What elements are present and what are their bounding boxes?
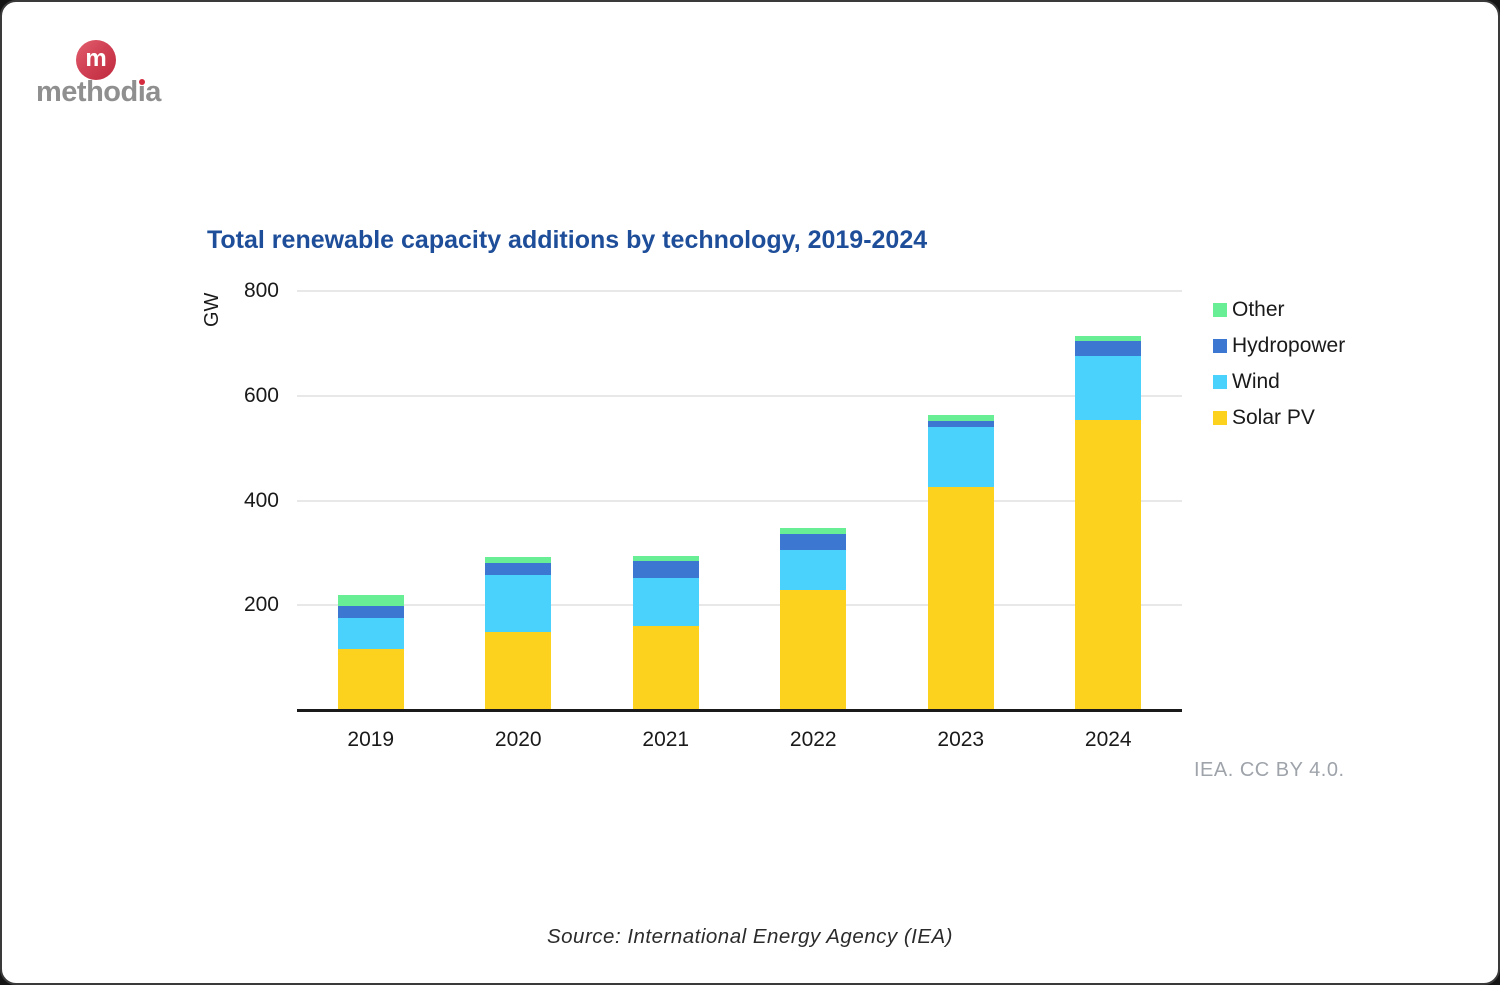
bar-segment-2020-solar-pv <box>485 631 552 710</box>
bar-segment-2021-other <box>632 555 699 561</box>
legend-swatch-solar-pv <box>1213 411 1227 425</box>
plot-area: 200 400 600 800 2019 2020 2021 2022 2023 2024 <box>244 279 1182 751</box>
bar-segment-2024-other <box>1075 336 1142 342</box>
bar-segment-2023-hydropower <box>927 420 994 427</box>
legend-label-other: Other <box>1232 298 1285 321</box>
legend-swatch-hydropower <box>1213 339 1227 353</box>
logo-i-dot <box>139 79 146 85</box>
stacked-bar-2024 <box>1075 336 1142 710</box>
bar-segment-2020-other <box>485 557 552 564</box>
legend-item-solar-pv: Solar PV <box>1213 406 1345 429</box>
stacked-bar-2020 <box>485 557 552 710</box>
logo-word-end: a <box>145 76 161 108</box>
legend-label-solar-pv: Solar PV <box>1232 406 1315 429</box>
bar-segment-2022-hydropower <box>780 533 847 550</box>
legend-label-wind: Wind <box>1232 370 1280 393</box>
y-tick-label-600: 600 <box>243 383 279 407</box>
source-text: Source: International Energy Agency (IEA… <box>546 925 954 948</box>
legend-swatch-other <box>1213 303 1227 317</box>
x-tick-label-2019: 2019 <box>347 728 395 751</box>
bar-segment-2020-hydropower <box>485 563 552 576</box>
methodia-logo-text: methodı a <box>36 76 166 109</box>
legend-item-hydropower: Hydropower <box>1213 334 1346 357</box>
methodia-logo: m methodı a <box>36 40 166 109</box>
gridline-800 <box>297 290 1182 292</box>
legend-swatch-wind <box>1213 375 1227 389</box>
x-tick-label-2024: 2024 <box>1084 728 1132 751</box>
stacked-bar-2023 <box>927 415 994 710</box>
bar-segment-2021-solar-pv <box>632 626 699 710</box>
attribution-text: IEA. CC BY 4.0. <box>1194 759 1345 781</box>
x-tick-label-2021: 2021 <box>642 728 690 751</box>
bar-segment-2023-solar-pv <box>927 486 994 710</box>
y-tick-label-800: 800 <box>243 279 279 302</box>
x-tick-label-2023: 2023 <box>937 728 985 751</box>
bar-segment-2019-wind <box>337 618 404 649</box>
bar-segment-2024-hydropower <box>1075 341 1142 357</box>
bar-segment-2019-other <box>337 595 404 607</box>
bar-segment-2019-hydropower <box>337 606 404 619</box>
gridline-600 <box>297 394 1182 397</box>
stacked-bar-2022 <box>780 528 847 710</box>
y-tick-label-400: 400 <box>243 488 279 512</box>
x-tick-label-2020: 2020 <box>494 728 542 751</box>
x-axis-line <box>297 709 1182 712</box>
bar-segment-2019-solar-pv <box>337 648 404 710</box>
bar-segment-2023-wind <box>927 426 994 487</box>
x-tick-label-2022: 2022 <box>789 728 837 751</box>
bar-segment-2021-hydropower <box>632 560 699 579</box>
gridline-400 <box>297 499 1182 502</box>
y-tick-label-200: 200 <box>243 593 279 617</box>
gridline-200 <box>297 604 1182 607</box>
logo-dotless-i: ı <box>137 76 146 108</box>
legend-item-other: Other <box>1213 298 1345 321</box>
bar-segment-2024-wind <box>1075 356 1142 421</box>
logo-letter-i: ı <box>138 76 146 109</box>
stacked-bar-2019 <box>337 595 404 710</box>
methodia-logo-icon: m <box>76 40 116 80</box>
stacked-bar-2021 <box>632 555 699 710</box>
bar-segment-2020-wind <box>485 575 552 632</box>
bar-segment-2021-wind <box>632 578 699 627</box>
legend: Other Hydropower Wind Solar PV <box>1213 298 1346 443</box>
bar-segment-2022-other <box>780 528 847 534</box>
bar-segment-2022-wind <box>780 549 847 590</box>
bar-segment-2023-other <box>927 415 994 421</box>
logo-word-start: method <box>36 76 138 108</box>
legend-item-wind: Wind <box>1213 370 1345 393</box>
legend-label-hydropower: Hydropower <box>1232 334 1346 357</box>
chart-title: Total renewable capacity additions by te… <box>207 226 928 254</box>
logo-monogram: m <box>85 45 107 72</box>
bar-segment-2022-solar-pv <box>780 589 847 710</box>
bar-segment-2024-solar-pv <box>1075 420 1142 710</box>
